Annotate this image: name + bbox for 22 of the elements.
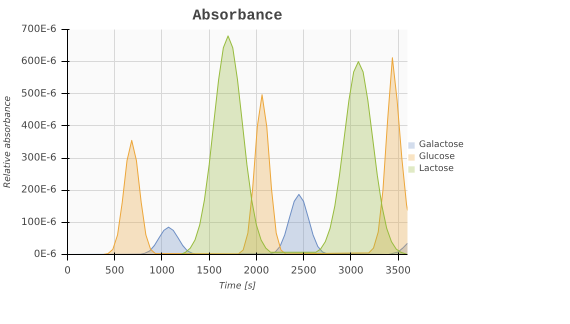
x-tick-label: 2000: [244, 266, 270, 276]
y-tick-label: 500E-6: [21, 88, 57, 100]
chart-title: Absorbance: [192, 8, 283, 24]
x-tick-label: 1000: [149, 266, 175, 276]
x-tick-label: 500: [105, 266, 124, 276]
x-tick-label: 0: [64, 266, 71, 276]
x-axis-title: Time [s]: [219, 282, 256, 292]
legend-label: Glucose: [419, 152, 455, 162]
y-tick-label: 600E-6: [21, 56, 57, 68]
y-tick-label: 400E-6: [21, 120, 57, 132]
x-tick-label: 3500: [385, 266, 411, 276]
x-tick-label: 2500: [290, 266, 316, 276]
y-tick-label: 100E-6: [21, 216, 57, 228]
legend-label: Lactose: [419, 164, 454, 174]
y-tick-label: 300E-6: [21, 152, 57, 164]
legend-label: Galactose: [419, 140, 464, 150]
y-tick-label: 0E-6: [34, 249, 57, 260]
y-tick-label: 200E-6: [21, 184, 57, 196]
y-axis-title: Relative absorbance: [3, 95, 14, 188]
x-tick-label: 3000: [338, 266, 364, 276]
y-tick-label: 700E-6: [21, 24, 57, 35]
x-tick-label: 1500: [196, 266, 222, 276]
